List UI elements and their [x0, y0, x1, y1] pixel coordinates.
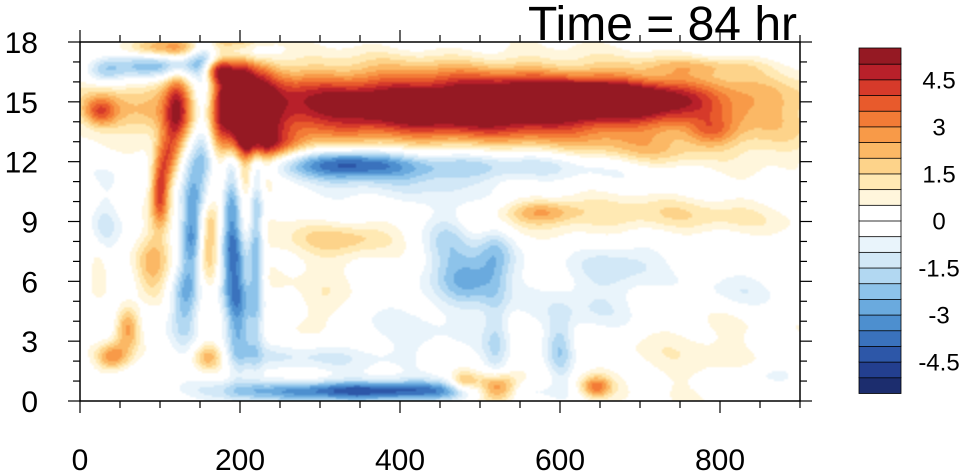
y-tick-label: 3 — [21, 326, 38, 359]
y-tick-label: 6 — [21, 266, 38, 299]
x-tick-label: 400 — [375, 444, 425, 473]
colorbar-swatch — [858, 47, 902, 65]
y-tick-label: 18 — [5, 27, 38, 60]
colorbar-tick-label: -4.5 — [918, 350, 959, 377]
y-tick-label: 9 — [21, 207, 38, 240]
colorbar-swatch — [858, 329, 902, 347]
colorbar-swatch — [858, 251, 902, 269]
colorbar-swatch — [858, 298, 902, 316]
colorbar-swatch — [858, 78, 902, 96]
colorbar-swatch — [858, 63, 902, 81]
colorbar-swatch — [858, 345, 902, 363]
colorbar-swatch — [858, 267, 902, 285]
colorbar-swatch — [858, 376, 902, 394]
x-tick-label: 200 — [215, 444, 265, 473]
x-tick-label: 800 — [695, 444, 745, 473]
colorbar-swatch — [858, 235, 902, 253]
x-tick-label: 0 — [72, 444, 89, 473]
colorbar-swatch — [858, 204, 902, 222]
colorbar-tick-label: -3 — [928, 303, 949, 330]
colorbar-tick-label: 3 — [932, 114, 945, 141]
colorbar-swatch — [858, 126, 902, 143]
colorbar-swatch — [858, 361, 902, 379]
colorbar-tick-label: -1.5 — [918, 256, 959, 283]
heatmap-field — [80, 42, 800, 401]
y-tick-label: 0 — [21, 386, 38, 419]
colorbar-tick-label: 0 — [932, 209, 945, 236]
heatmap-image — [80, 42, 800, 401]
colorbar-swatch — [858, 173, 902, 191]
x-tick-label: 600 — [535, 444, 585, 473]
axis-tick-labels: 0 200 400 600 800 0 3 6 9 12 15 18 — [5, 27, 745, 473]
colorbar-swatch — [858, 282, 902, 300]
colorbar: -4.5 -3 -1.5 0 1.5 3 4.5 — [858, 47, 960, 394]
colorbar-swatch — [858, 141, 902, 159]
colorbar-swatch — [858, 157, 902, 175]
colorbar-swatch — [858, 110, 902, 128]
colorbar-swatch — [858, 220, 902, 238]
colorbar-tick-label: 1.5 — [922, 161, 955, 188]
colorbar-swatch — [858, 314, 902, 332]
y-tick-label: 15 — [5, 87, 38, 120]
colorbar-tick-label: 4.5 — [922, 67, 955, 94]
chart-title: Time = 84 hr — [528, 0, 797, 51]
colorbar-swatch — [858, 188, 902, 206]
axis-ticks — [68, 30, 812, 413]
colorbar-swatch — [858, 94, 902, 112]
y-tick-label: 12 — [5, 147, 38, 180]
